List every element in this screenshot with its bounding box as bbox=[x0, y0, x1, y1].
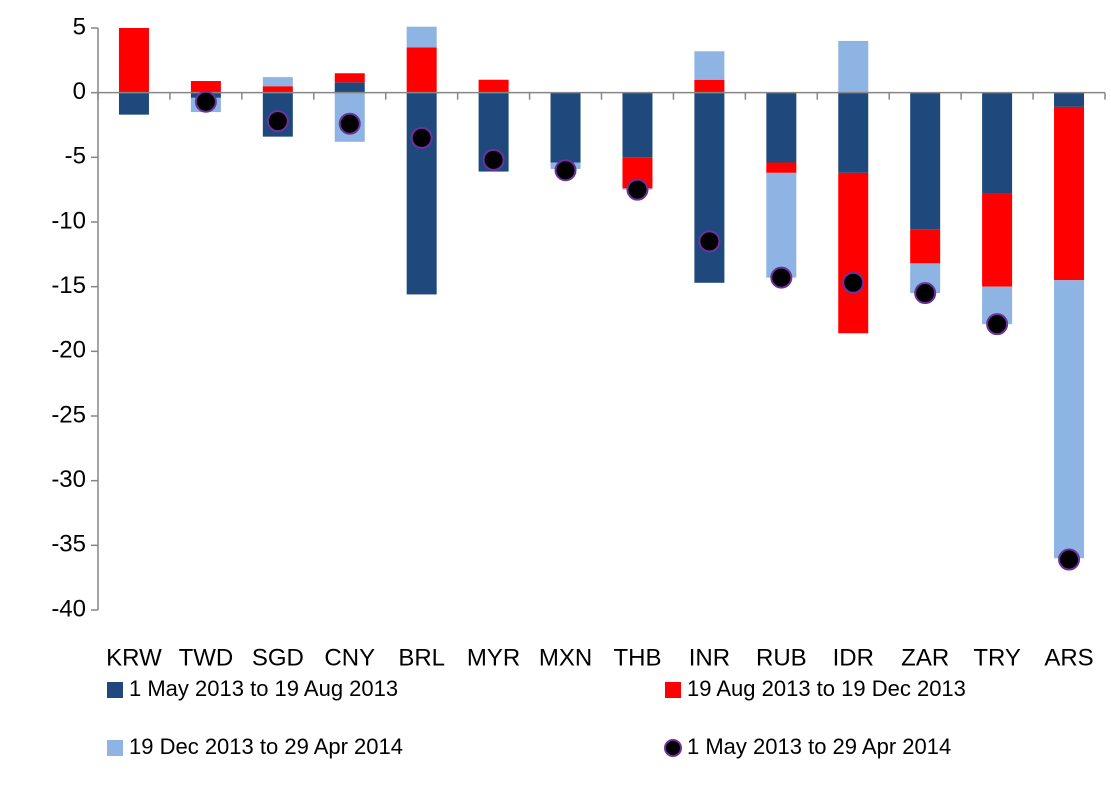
legend-label: 1 May 2013 to 29 Apr 2014 bbox=[687, 734, 951, 759]
y-tick-label: -5 bbox=[65, 143, 86, 170]
total-dot bbox=[698, 230, 721, 253]
bar bbox=[838, 40, 869, 93]
x-tick-label: KRW bbox=[106, 644, 162, 671]
total-dot bbox=[338, 112, 361, 135]
x-tick-label: IDR bbox=[833, 644, 874, 671]
x-tick-label: TWD bbox=[179, 644, 234, 671]
y-tick-label: 5 bbox=[73, 13, 86, 40]
total-dot bbox=[986, 313, 1009, 336]
x-tick-label: BRL bbox=[398, 644, 445, 671]
bar bbox=[694, 79, 725, 93]
y-tick-label: -35 bbox=[51, 531, 86, 558]
bar bbox=[262, 77, 293, 87]
x-tick-label: SGD bbox=[252, 644, 304, 671]
x-tick-label: ZAR bbox=[901, 644, 949, 671]
bar bbox=[334, 82, 365, 93]
bar bbox=[118, 28, 149, 93]
bar bbox=[406, 47, 437, 93]
legend-label: 19 Aug 2013 to 19 Dec 2013 bbox=[687, 676, 966, 701]
x-tick-label: RUB bbox=[756, 644, 807, 671]
bar bbox=[766, 172, 797, 278]
legend-label: 1 May 2013 to 19 Aug 2013 bbox=[129, 676, 398, 701]
y-tick-label: -15 bbox=[51, 272, 86, 299]
total-dot bbox=[770, 266, 793, 289]
x-tick-label: CNY bbox=[324, 644, 375, 671]
legend-label: 19 Dec 2013 to 29 Apr 2014 bbox=[129, 734, 403, 759]
total-dot bbox=[554, 159, 577, 182]
bar bbox=[694, 92, 725, 283]
y-tick-label: -30 bbox=[51, 466, 86, 493]
bar bbox=[550, 92, 581, 163]
bar bbox=[982, 92, 1013, 194]
x-tick-label: MYR bbox=[467, 644, 520, 671]
total-dot bbox=[1058, 548, 1081, 571]
x-tick-label: INR bbox=[689, 644, 730, 671]
bar bbox=[1054, 106, 1085, 281]
bar bbox=[262, 86, 293, 93]
x-tick-label: TRY bbox=[973, 644, 1021, 671]
total-dot bbox=[626, 178, 649, 201]
y-tick-label: -25 bbox=[51, 401, 86, 428]
legend-marker bbox=[107, 740, 123, 756]
y-tick-label: -10 bbox=[51, 207, 86, 234]
bar bbox=[694, 51, 725, 80]
y-tick-label: 0 bbox=[73, 78, 86, 105]
bar bbox=[118, 92, 149, 115]
bar bbox=[910, 92, 941, 230]
bar bbox=[982, 193, 1013, 287]
bar bbox=[334, 73, 365, 83]
bar bbox=[622, 92, 653, 158]
total-dot bbox=[482, 148, 505, 171]
y-tick-label: -40 bbox=[51, 595, 86, 622]
total-dot bbox=[842, 271, 865, 294]
total-dot bbox=[914, 282, 937, 305]
bar bbox=[1054, 280, 1085, 559]
total-dot bbox=[410, 126, 433, 149]
bar bbox=[910, 229, 941, 264]
legend-marker bbox=[107, 682, 123, 698]
bar bbox=[1054, 92, 1085, 107]
bar bbox=[190, 81, 221, 93]
bar bbox=[406, 26, 437, 48]
bar bbox=[838, 172, 869, 334]
x-tick-label: MXN bbox=[539, 644, 592, 671]
y-tick-label: -20 bbox=[51, 337, 86, 364]
bar bbox=[766, 162, 797, 173]
legend-marker bbox=[664, 739, 682, 757]
total-dot bbox=[266, 110, 289, 133]
legend-marker bbox=[665, 682, 681, 698]
bar bbox=[838, 92, 869, 173]
bar bbox=[766, 92, 797, 163]
x-tick-label: THB bbox=[613, 644, 661, 671]
bar bbox=[406, 92, 437, 295]
x-tick-label: ARS bbox=[1044, 644, 1093, 671]
total-dot bbox=[194, 90, 217, 113]
bar bbox=[478, 79, 509, 93]
